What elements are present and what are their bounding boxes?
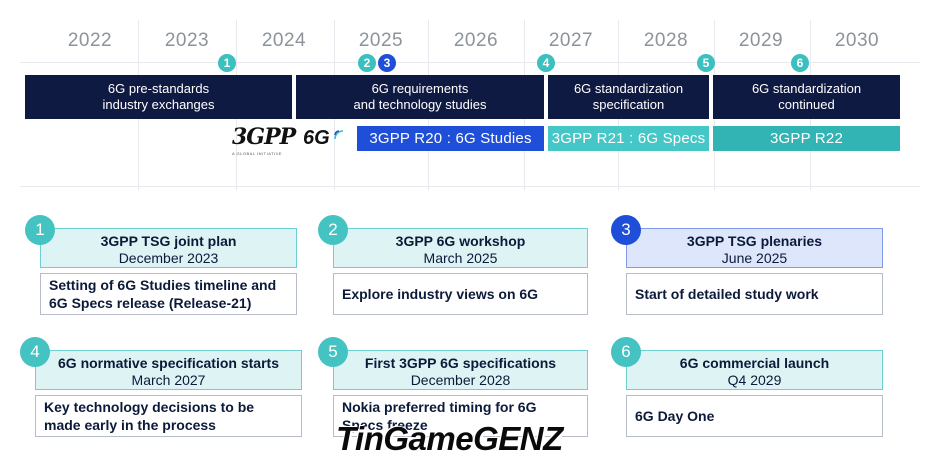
year-label: 2028 (643, 30, 689, 51)
milestone-number: 4 (20, 337, 50, 367)
grid-line (20, 186, 920, 187)
year-label: 2023 (164, 30, 210, 51)
milestone-title: 6G commercial launch (679, 355, 830, 371)
3gpp-logo: 3GPP (232, 124, 296, 150)
year-label: 2029 (738, 30, 784, 51)
milestone-card-body: 6G Day One (626, 395, 883, 437)
milestone-card-header: First 3GPP 6G specifications December 20… (333, 350, 588, 390)
phase-bar: 6G standardization continued (713, 75, 900, 119)
milestone-description: Setting of 6G Studies timeline and 6G Sp… (49, 277, 277, 311)
year-label: 2024 (261, 30, 307, 51)
grid-line (20, 62, 920, 63)
milestone-marker: 3 (378, 54, 396, 72)
milestone-description: Key technology decisions to be made earl… (44, 399, 255, 433)
milestone-date: December 2023 (118, 250, 219, 266)
milestone-date: March 2027 (131, 372, 206, 388)
year-label: 2025 (358, 30, 404, 51)
milestone-date: June 2025 (721, 250, 788, 266)
milestone-number: 1 (25, 215, 55, 245)
milestone-marker: 6 (791, 54, 809, 72)
milestone-title: 3GPP TSG joint plan (100, 233, 237, 249)
milestone-date: Q4 2029 (727, 372, 782, 388)
milestone-title: First 3GPP 6G specifications (364, 355, 557, 371)
phase-bar: 6G standardization specification (548, 75, 709, 119)
phase-label: 6G pre-standards (107, 81, 210, 96)
milestone-date: December 2028 (410, 372, 511, 388)
phase-label: 6G standardization (573, 81, 684, 96)
phase-label: industry exchanges (102, 97, 215, 112)
milestone-marker: 1 (218, 54, 236, 72)
phase-bar: 6G pre-standards industry exchanges (25, 75, 292, 119)
milestone-card-body: Explore industry views on 6G (333, 273, 588, 315)
phase-bar: 6G requirements and technology studies (296, 75, 544, 119)
milestone-number: 5 (318, 337, 348, 367)
phase-label: 6G standardization (751, 81, 862, 96)
year-label: 2022 (67, 30, 113, 51)
milestone-description: Start of detailed study work (635, 286, 819, 302)
milestone-marker: 2 (358, 54, 376, 72)
milestone-number: 2 (318, 215, 348, 245)
milestone-date: March 2025 (423, 250, 498, 266)
year-label: 2026 (453, 30, 499, 51)
milestone-card-header: 3GPP TSG joint plan December 2023 (40, 228, 297, 268)
milestone-card-header: 3GPP TSG plenaries June 2025 (626, 228, 883, 268)
release-bar: 3GPP R22 (713, 126, 900, 151)
phase-label: continued (778, 97, 835, 112)
3gpp-logo-tagline: A GLOBAL INITIATIVE (232, 151, 282, 156)
milestone-card-header: 3GPP 6G workshop March 2025 (333, 228, 588, 268)
milestone-number: 6 (611, 337, 641, 367)
release-bar: 3GPP R21 : 6G Specs (548, 126, 709, 151)
6g-logo-text: 6G (303, 127, 330, 149)
milestone-description: Explore industry views on 6G (342, 286, 539, 302)
phase-label: and technology studies (353, 97, 487, 112)
milestone-title: 6G normative specification starts (58, 355, 279, 371)
milestone-card-body: Start of detailed study work (626, 273, 883, 315)
milestone-description: 6G Day One (635, 408, 715, 424)
year-label: 2030 (834, 30, 880, 51)
watermark: TinGameGENZ (336, 420, 563, 457)
signal-waves-icon (334, 130, 344, 140)
6g-logo: 6G (303, 127, 347, 150)
milestone-card-body: Key technology decisions to be made earl… (35, 395, 302, 437)
phase-label: 6G requirements (371, 81, 469, 96)
milestone-title: 3GPP 6G workshop (395, 233, 526, 249)
milestone-description: Nokia preferred timing for 6G Specs free… (342, 399, 537, 433)
milestone-card-body: Nokia preferred timing for 6G Specs free… (333, 395, 588, 437)
milestone-marker: 5 (697, 54, 715, 72)
milestone-card-header: 6G normative specification starts March … (35, 350, 302, 390)
milestone-card-header: 6G commercial launch Q4 2029 (626, 350, 883, 390)
phase-label: specification (592, 97, 665, 112)
milestone-marker: 4 (537, 54, 555, 72)
milestone-title: 3GPP TSG plenaries (686, 233, 823, 249)
year-label: 2027 (548, 30, 594, 51)
milestone-card-body: Setting of 6G Studies timeline and 6G Sp… (40, 273, 297, 315)
release-bar: 3GPP R20 : 6G Studies (357, 126, 544, 151)
milestone-number: 3 (611, 215, 641, 245)
